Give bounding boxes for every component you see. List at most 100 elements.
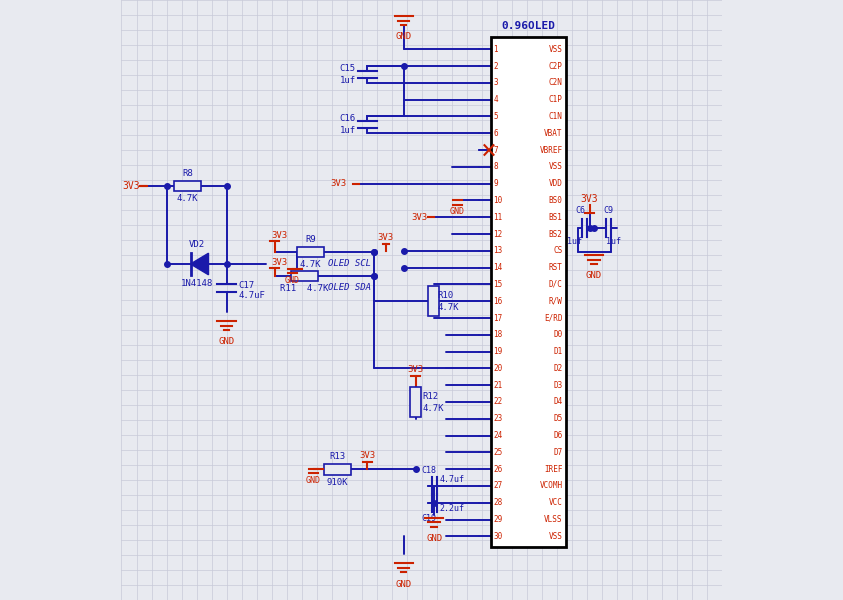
Text: D3: D3 [553,381,562,390]
Text: R9: R9 [305,235,316,244]
Text: 17: 17 [493,314,502,323]
Text: C2N: C2N [549,79,562,88]
Text: CS: CS [553,247,562,256]
Text: 9: 9 [493,179,498,188]
Text: BS1: BS1 [549,213,562,222]
Text: 11: 11 [493,213,502,222]
Text: C1N: C1N [549,112,562,121]
Text: VCOMH: VCOMH [540,481,562,491]
Text: 2: 2 [493,62,498,71]
Text: 19: 19 [493,347,502,356]
Text: R8: R8 [182,169,193,178]
Text: 1: 1 [493,45,498,54]
Text: 3V3: 3V3 [407,365,423,374]
Text: GND: GND [285,276,300,285]
Text: R12: R12 [422,392,439,401]
Text: GND: GND [306,476,321,485]
Text: 29: 29 [493,515,502,524]
Text: GND: GND [218,337,234,346]
Text: 4.7K: 4.7K [422,404,444,413]
Text: 27: 27 [493,481,502,491]
Text: 7: 7 [493,146,498,155]
Text: C6: C6 [576,206,586,215]
Text: VDD: VDD [549,179,562,188]
Text: E/RD: E/RD [544,314,562,323]
Text: 20: 20 [493,364,502,373]
Text: 30: 30 [493,532,502,541]
Text: 5: 5 [493,112,498,121]
Text: C9: C9 [604,206,614,215]
Text: BS2: BS2 [549,230,562,239]
Text: 14: 14 [493,263,502,272]
Text: C1P: C1P [549,95,562,104]
Text: 18: 18 [493,331,502,340]
Text: 6: 6 [493,129,498,138]
Text: VCC: VCC [549,498,562,508]
Text: VD2: VD2 [189,240,205,249]
Text: RST: RST [549,263,562,272]
Text: 13: 13 [493,247,502,256]
Text: VBAT: VBAT [544,129,562,138]
Text: D6: D6 [553,431,562,440]
Text: 15: 15 [493,280,502,289]
Text: 4.7uF: 4.7uF [239,291,266,300]
Text: 1uf: 1uf [340,76,356,85]
Text: VSS: VSS [549,532,562,541]
Text: 3V3: 3V3 [581,194,599,204]
Text: VBREF: VBREF [540,146,562,155]
Text: GND: GND [426,534,443,543]
Text: C19: C19 [422,514,437,523]
Bar [292,271,318,281]
Text: 1uf: 1uf [340,127,356,136]
Text: 1N4148: 1N4148 [180,279,212,288]
Text: 22: 22 [493,398,502,407]
Bar [410,387,421,417]
Bar [491,37,566,547]
Text: 10: 10 [493,196,502,205]
Text: D1: D1 [553,347,562,356]
Text: OLED SCL: OLED SCL [328,259,371,268]
Text: D4: D4 [553,398,562,407]
Text: D2: D2 [553,364,562,373]
Text: 4.7K: 4.7K [438,303,459,312]
Text: GND: GND [586,271,602,280]
Text: 4: 4 [493,95,498,104]
Text: IREF: IREF [544,465,562,474]
Text: C15: C15 [340,64,356,73]
Text: BS0: BS0 [549,196,562,205]
Text: 12: 12 [493,230,502,239]
Text: D7: D7 [553,448,562,457]
Text: 910K: 910K [327,478,348,487]
Text: VSS: VSS [549,45,562,54]
Text: GND: GND [395,580,411,589]
Text: D5: D5 [553,415,562,424]
Text: 24: 24 [493,431,502,440]
Bar [428,286,439,316]
Text: 8: 8 [493,162,498,172]
Text: 0.96OLED: 0.96OLED [501,21,555,31]
Text: C17: C17 [239,281,255,290]
Text: VLSS: VLSS [544,515,562,524]
Text: 21: 21 [493,381,502,390]
Text: 3V3: 3V3 [411,213,427,222]
Bar [175,181,201,191]
Text: D0: D0 [553,331,562,340]
Polygon shape [191,253,208,275]
Text: 3V3: 3V3 [330,179,346,188]
Text: 3V3: 3V3 [359,451,376,460]
Text: 23: 23 [493,415,502,424]
Text: 28: 28 [493,498,502,508]
Text: 3V3: 3V3 [271,258,287,267]
Text: 3V3: 3V3 [378,233,394,242]
Text: 4.7uf: 4.7uf [439,475,464,485]
Bar [298,247,324,257]
Text: 4.7K: 4.7K [177,194,198,203]
Text: 3V3: 3V3 [122,181,139,191]
Text: OLED SDA: OLED SDA [328,283,371,292]
Text: R11  4.7K: R11 4.7K [281,284,329,293]
Bar [325,464,351,475]
Text: C18: C18 [422,466,437,475]
Text: 2.2uf: 2.2uf [439,504,464,514]
Text: D/C: D/C [549,280,562,289]
Text: C16: C16 [340,114,356,124]
